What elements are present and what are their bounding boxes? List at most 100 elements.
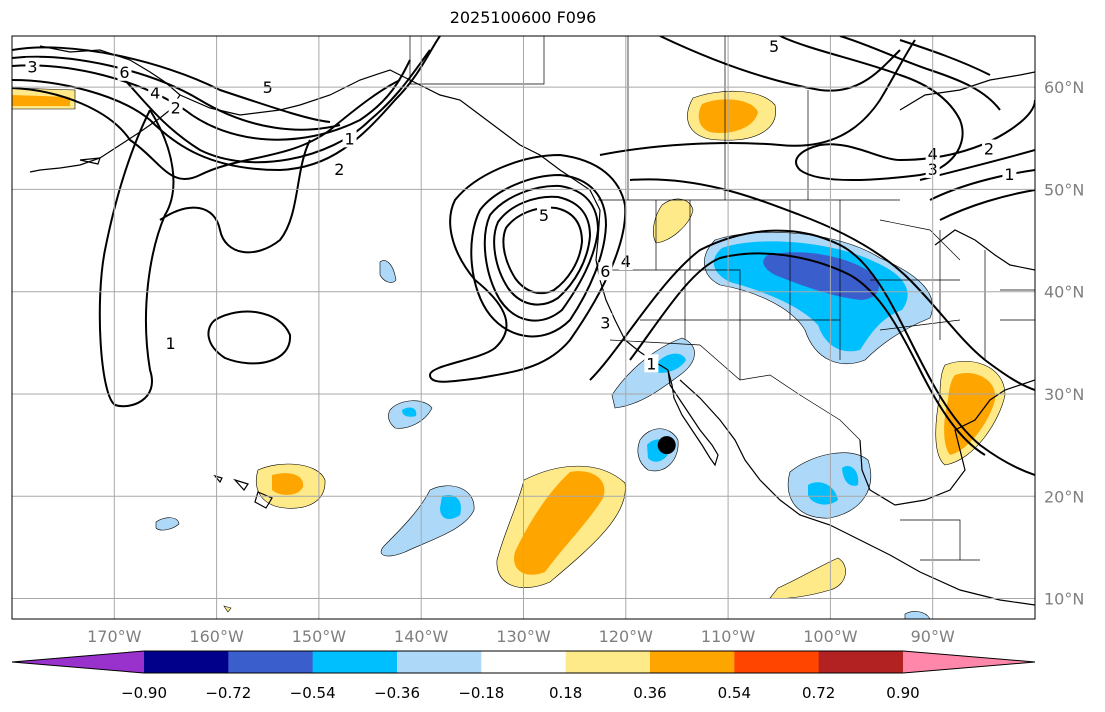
contour-label-bg <box>148 83 163 102</box>
colorbar-tick-label: 0.18 <box>549 684 582 702</box>
longitude-label: 130°W <box>496 627 551 646</box>
contour-label: 5 <box>769 37 779 56</box>
contour-label: 1 <box>165 334 175 353</box>
anomaly-area <box>514 471 605 575</box>
contour-line <box>589 229 1035 476</box>
contour-line <box>502 206 584 295</box>
colorbar-tick-label: −0.72 <box>205 684 251 702</box>
gridlines <box>12 36 1035 619</box>
contour-line <box>483 184 600 322</box>
contour-line <box>207 310 292 365</box>
anomaly-area <box>272 473 304 495</box>
contour-line <box>12 59 411 141</box>
contour-label-bg <box>981 139 996 158</box>
contour-label: 2 <box>334 160 344 179</box>
map-title: 2025100600 F096 <box>449 8 597 27</box>
latitude-label: 40°N <box>1044 283 1084 302</box>
negative-anomaly-strong <box>763 252 879 300</box>
colorbar-segment <box>650 651 735 673</box>
anomaly-area <box>769 557 846 599</box>
contour-line <box>779 36 1035 181</box>
contour-label-bg <box>168 98 183 117</box>
contour-label-bg <box>342 129 357 148</box>
contour-lines <box>12 36 1035 476</box>
contour-label-bg <box>332 159 347 178</box>
contour-label: 3 <box>27 58 37 77</box>
longitude-label: 140°W <box>394 627 449 646</box>
latitude-label: 30°N <box>1044 385 1084 404</box>
colorbar-tick-label: 0.90 <box>886 684 919 702</box>
contour-label-bg <box>598 313 613 332</box>
colorbar: −0.90 −0.72 −0.54 −0.36 −0.18 0.18 0.36 0.54 0.7… <box>11 650 1036 702</box>
contour-line <box>493 195 592 306</box>
colorbar-tick-label: −0.36 <box>374 684 420 702</box>
mexico-west-coast <box>679 379 1035 606</box>
latitude-label: 20°N <box>1044 487 1084 506</box>
colorbar-segment <box>397 651 482 673</box>
contour-line <box>659 36 901 92</box>
anomaly-area <box>155 517 180 531</box>
contour-label-bg <box>25 57 40 76</box>
colorbar-segment <box>565 651 651 673</box>
contour-line <box>899 39 991 76</box>
island <box>213 474 223 484</box>
contour-label-bg <box>767 37 782 56</box>
anomaly-area <box>440 494 461 520</box>
longitude-label: 120°W <box>599 627 654 646</box>
contour-line <box>119 49 431 164</box>
hudson-coast <box>899 71 1035 111</box>
contour-line <box>629 178 1035 391</box>
longitude-label: 160°W <box>189 627 244 646</box>
contour-line <box>428 153 627 383</box>
longitude-label: 100°W <box>803 627 858 646</box>
contour-line <box>470 173 608 338</box>
contour-line <box>12 36 441 172</box>
colorbar-extend-low <box>12 651 144 673</box>
contour-line <box>929 169 1035 201</box>
gulf-coast <box>859 379 1035 506</box>
anomaly-area <box>842 465 859 486</box>
location-marker <box>657 436 676 455</box>
longitude-axis-labels: 170°W 160°W 150°W 140°W 130°W 120°W 110°W 100°W… <box>87 627 955 646</box>
contour-line <box>159 139 311 254</box>
contour-label-bg <box>536 205 551 224</box>
colorbar-segment <box>734 651 820 673</box>
contour-line <box>629 252 986 456</box>
colorbar-extend-high <box>903 651 1035 673</box>
longitude-label: 170°W <box>87 627 142 646</box>
anomaly-area <box>904 611 931 619</box>
anomaly-area <box>12 95 70 106</box>
contour-label: 2 <box>984 140 994 159</box>
contour-line <box>599 39 916 156</box>
contour-label: 3 <box>600 313 610 332</box>
island <box>233 478 249 491</box>
contour-label-bg <box>117 62 132 81</box>
contour-label: 2 <box>171 99 181 118</box>
colorbar-outline <box>11 650 1036 674</box>
contour-line <box>12 46 331 123</box>
colorbar-tick-label: −0.90 <box>121 684 167 702</box>
colorbar-tick-label: −0.18 <box>458 684 504 702</box>
latitude-label: 50°N <box>1044 180 1084 199</box>
anomaly-area <box>379 260 397 283</box>
colorbar-tick-label: 0.36 <box>633 684 666 702</box>
anomaly-area <box>763 252 879 300</box>
great-lakes-coast <box>934 229 1035 271</box>
colorbar-tick-label: 0.54 <box>718 684 751 702</box>
colorbar-segment <box>144 651 229 673</box>
island <box>79 157 101 165</box>
longitude-label: 90°W <box>911 627 955 646</box>
latitude-axis-labels: 10°N 20°N 30°N 40°N 50°N 60°N <box>1044 78 1084 608</box>
colorbar-tick-label: −0.54 <box>290 684 336 702</box>
latitude-label: 60°N <box>1044 78 1084 97</box>
longitude-label: 150°W <box>292 627 347 646</box>
colorbar-segment <box>312 651 398 673</box>
anomaly-area <box>655 353 686 373</box>
contour-label: 1 <box>646 354 656 373</box>
colorbar-tick-label: 0.72 <box>802 684 835 702</box>
contour-label: 6 <box>119 63 129 82</box>
contour-line <box>12 79 401 181</box>
